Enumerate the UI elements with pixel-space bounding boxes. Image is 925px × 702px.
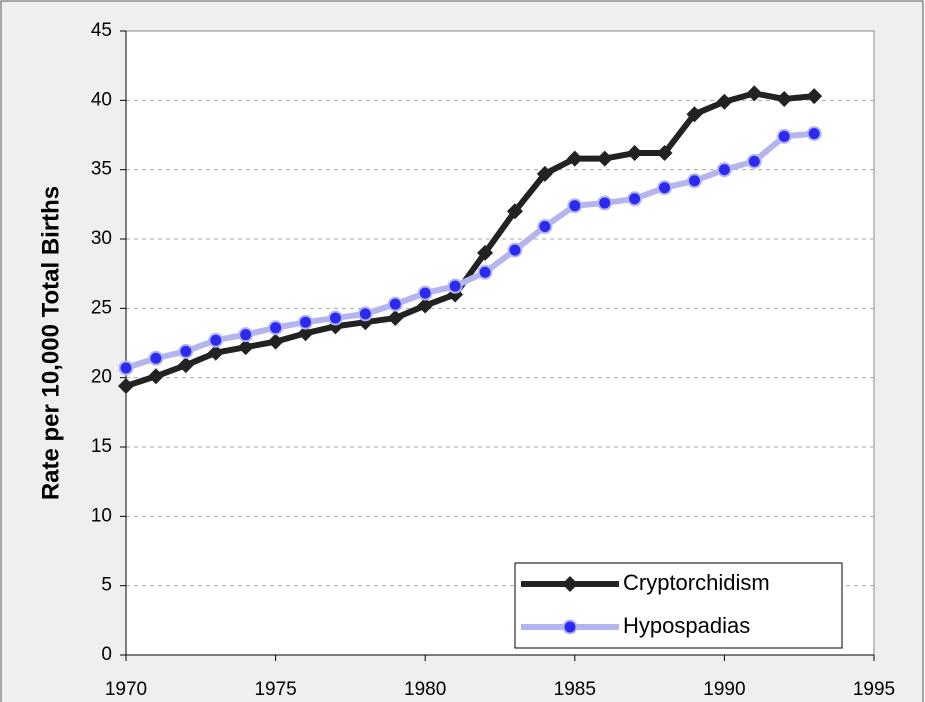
- marker: [716, 93, 733, 110]
- marker: [267, 333, 284, 350]
- marker: [806, 88, 823, 105]
- marker: [238, 327, 254, 343]
- marker: [657, 180, 673, 196]
- marker: [178, 343, 194, 359]
- marker: [237, 339, 254, 356]
- x-tick-label: 1995: [853, 679, 895, 700]
- y-tick-label: 10: [91, 505, 112, 526]
- marker: [716, 162, 732, 178]
- x-tick-label: 1990: [703, 679, 745, 700]
- y-tick-label: 20: [91, 367, 112, 388]
- y-tick-label: 30: [91, 228, 112, 249]
- y-tick-label: 5: [101, 575, 112, 596]
- y-tick-label: 15: [91, 436, 112, 457]
- marker: [806, 126, 822, 142]
- marker: [506, 203, 523, 220]
- marker: [208, 332, 224, 348]
- marker: [746, 153, 762, 169]
- marker: [566, 150, 583, 167]
- marker: [746, 85, 763, 102]
- marker: [776, 128, 792, 144]
- y-tick-label: 40: [91, 89, 112, 110]
- marker: [177, 357, 194, 374]
- marker: [357, 306, 373, 322]
- marker: [597, 195, 613, 211]
- marker: [148, 350, 164, 366]
- marker: [147, 368, 164, 385]
- marker: [298, 314, 314, 330]
- marker: [596, 150, 613, 167]
- marker: [387, 296, 403, 312]
- marker: [537, 219, 553, 235]
- marker: [118, 377, 134, 394]
- x-tick-label: 1985: [554, 679, 596, 700]
- marker: [417, 285, 433, 301]
- y-axis-label: Rate per 10,000 Total Births: [37, 186, 64, 500]
- marker: [567, 198, 583, 214]
- marker: [626, 145, 643, 162]
- plot-area: [125, 30, 875, 656]
- x-tick-label: 1970: [105, 679, 147, 700]
- marker: [686, 173, 702, 189]
- marker: [627, 191, 643, 207]
- legend-marker: [562, 619, 578, 635]
- marker: [447, 278, 463, 294]
- marker: [327, 310, 343, 326]
- y-tick-label: 25: [91, 297, 112, 318]
- legend-label: Cryptorchidism: [623, 570, 770, 595]
- marker: [417, 297, 434, 314]
- marker: [477, 264, 493, 280]
- legend-label: Hypospadias: [623, 613, 750, 638]
- x-tick-label: 1980: [404, 679, 446, 700]
- marker: [387, 310, 404, 327]
- y-tick-label: 35: [91, 159, 112, 180]
- marker: [507, 242, 523, 258]
- y-tick-label: 0: [101, 644, 112, 665]
- marker: [268, 320, 284, 336]
- marker: [656, 145, 673, 162]
- x-tick-label: 1975: [254, 679, 296, 700]
- marker: [207, 344, 224, 361]
- marker: [536, 165, 553, 182]
- marker: [776, 90, 793, 107]
- y-tick-label: 45: [91, 20, 112, 41]
- legend-marker: [562, 576, 578, 592]
- marker: [118, 360, 134, 376]
- marker: [297, 325, 314, 342]
- marker: [477, 244, 494, 261]
- marker: [686, 106, 703, 123]
